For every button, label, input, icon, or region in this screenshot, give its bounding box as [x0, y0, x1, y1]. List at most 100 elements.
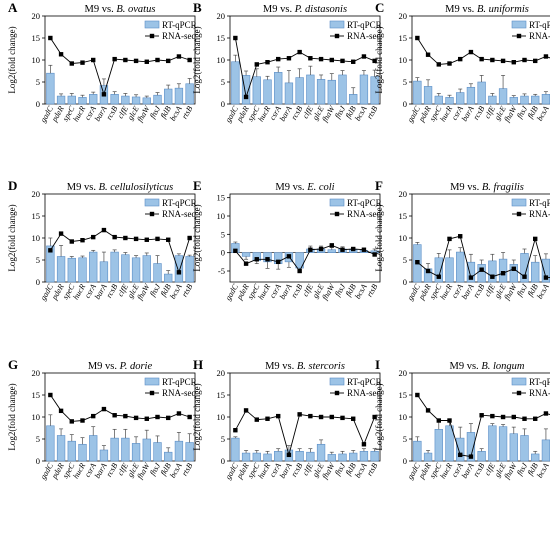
y-axis-label: Log2(fold change) — [192, 204, 202, 271]
x-tick-label: rtsB — [365, 282, 380, 298]
panel-D: D M9 vs. B. cellulosilyticus Log2(fold cha… — [7, 178, 197, 302]
y-axis-label: Log2(fold change) — [192, 383, 202, 450]
legend-line-label: RNA-seq — [162, 31, 196, 41]
bar-clfE — [306, 451, 315, 462]
y-tick-label: 10 — [217, 55, 226, 65]
rnaseq-point-rcsB — [112, 413, 117, 418]
y-tick-label: 0 — [36, 99, 40, 109]
title-prefix: M9 vs. — [445, 4, 477, 15]
title-species: B. fragilis — [482, 182, 524, 193]
rnaseq-point-barA — [286, 254, 292, 259]
legend-bar-label: RT-qPCR — [162, 198, 197, 208]
panel-B: B M9 vs. P. distasonis Log2(fold change) 0 5… — [192, 0, 382, 124]
y-tick-label: 5 — [36, 434, 40, 444]
rnaseq-point-fhaW — [511, 266, 516, 271]
rnaseq-point-csrA — [91, 57, 96, 63]
legend-line-label: RNA-seq — [529, 209, 550, 219]
title-species: B. uniformis — [477, 4, 529, 15]
rnaseq-point-gadC — [48, 248, 53, 253]
rnaseq-point-rcsB — [297, 49, 302, 55]
bar-glcE — [316, 443, 326, 462]
y-axis-label: Log2(fold change) — [374, 383, 384, 450]
rnaseq-point-clfE — [123, 413, 128, 419]
bar-glcE — [316, 79, 326, 105]
rnaseq-point-gadC — [415, 392, 420, 398]
bar-hucR — [78, 97, 87, 105]
legend-line-label: RNA-seq — [162, 388, 196, 398]
legend-bar-swatch — [511, 377, 527, 386]
y-tick-label: 15 — [217, 193, 226, 203]
y-tick-label: 10 — [32, 233, 41, 243]
legend-line-label: RNA-seq — [529, 31, 550, 41]
rnaseq-point-speC — [254, 62, 259, 67]
rnaseq-point-speC — [436, 418, 441, 423]
rnaseq-point-fhsJ — [522, 416, 527, 421]
panel-letter: C — [375, 0, 384, 15]
legend-bar-label: RT-qPCR — [162, 377, 197, 387]
rnaseq-point-csrA — [458, 56, 463, 62]
bar-bcsA — [359, 451, 369, 462]
rnaseq-point-csrA — [91, 413, 96, 419]
legend-bar-label: RT-qPCR — [529, 198, 550, 208]
bar-clfE — [306, 74, 315, 105]
title-species: B. ovatus — [116, 4, 155, 15]
bar-bcsA — [174, 87, 184, 105]
title-species: B. stercoris — [297, 361, 345, 372]
rnaseq-point-speC — [436, 274, 441, 279]
rnaseq-point-fhaW — [144, 416, 149, 421]
bar-speC — [67, 95, 76, 105]
rnaseq-point-fhsJ — [155, 236, 160, 242]
panel-F: F M9 vs. B. fragilis Log2(fold change) 0 5 10… — [374, 178, 550, 302]
rnaseq-point-barA — [468, 454, 474, 459]
y-tick-label: 5 — [403, 77, 407, 87]
panel-A: A M9 vs. B. ovatus Log2(fold change) 0 5 10 15… — [7, 0, 197, 124]
rnaseq-point-csrA — [458, 452, 463, 458]
bar-fklB — [531, 261, 540, 283]
y-axis-label: Log2(fold change) — [374, 204, 384, 271]
y-tick-label: 10 — [399, 55, 408, 65]
panel-letter: F — [375, 178, 383, 193]
legend-line-label: RNA-seq — [162, 209, 196, 219]
legend-bar-label: RT-qPCR — [162, 20, 197, 30]
y-tick-label: 20 — [399, 11, 408, 21]
legend-bar-swatch — [329, 198, 345, 207]
rnaseq-point-fhsJ — [155, 414, 160, 420]
rnaseq-point-clfE — [308, 247, 313, 252]
rnaseq-point-csrA — [276, 56, 281, 62]
rnaseq-point-bcsA — [361, 54, 367, 59]
rnaseq-point-rtsB — [187, 57, 192, 63]
rnaseq-point-barA — [286, 452, 292, 458]
title-species: E. coli — [306, 182, 334, 193]
rnaseq-point-rcsB — [112, 56, 117, 62]
rnaseq-point-rtsB — [372, 252, 377, 257]
title-species: B. longum — [481, 361, 525, 372]
rnaseq-point-glcE — [133, 415, 139, 421]
y-tick-label: 10 — [217, 211, 226, 221]
bar-fklB — [531, 95, 540, 105]
bar-speC — [67, 257, 76, 283]
rnaseq-point-gadC — [233, 248, 238, 254]
bar-hucR — [78, 443, 87, 462]
y-tick-label: 5 — [36, 255, 40, 265]
panel-letter: E — [193, 178, 202, 193]
bar-fklB — [349, 452, 358, 462]
rnaseq-point-bcsA — [176, 54, 182, 59]
rnaseq-point-glcE — [500, 271, 506, 276]
rnaseq-point-fklB — [533, 416, 538, 421]
bar-fhaW — [509, 433, 518, 462]
title-species: P. dorie — [119, 361, 153, 372]
y-tick-label: 10 — [217, 412, 226, 422]
rnaseq-point-gadC — [48, 35, 53, 41]
legend-line-label: RNA-seq — [347, 31, 381, 41]
rnaseq-point-fklB — [351, 416, 356, 421]
rnaseq-point-clfE — [123, 235, 128, 241]
bar-clfE — [121, 437, 130, 462]
y-tick-label: 20 — [399, 189, 408, 199]
y-tick-label: 20 — [32, 189, 41, 199]
axes-frame — [229, 193, 381, 283]
rnaseq-point-bcsA — [361, 442, 367, 447]
x-tick-label: rtsB — [180, 104, 195, 120]
legend-line-marker — [149, 211, 155, 217]
legend-line-marker — [334, 33, 340, 39]
